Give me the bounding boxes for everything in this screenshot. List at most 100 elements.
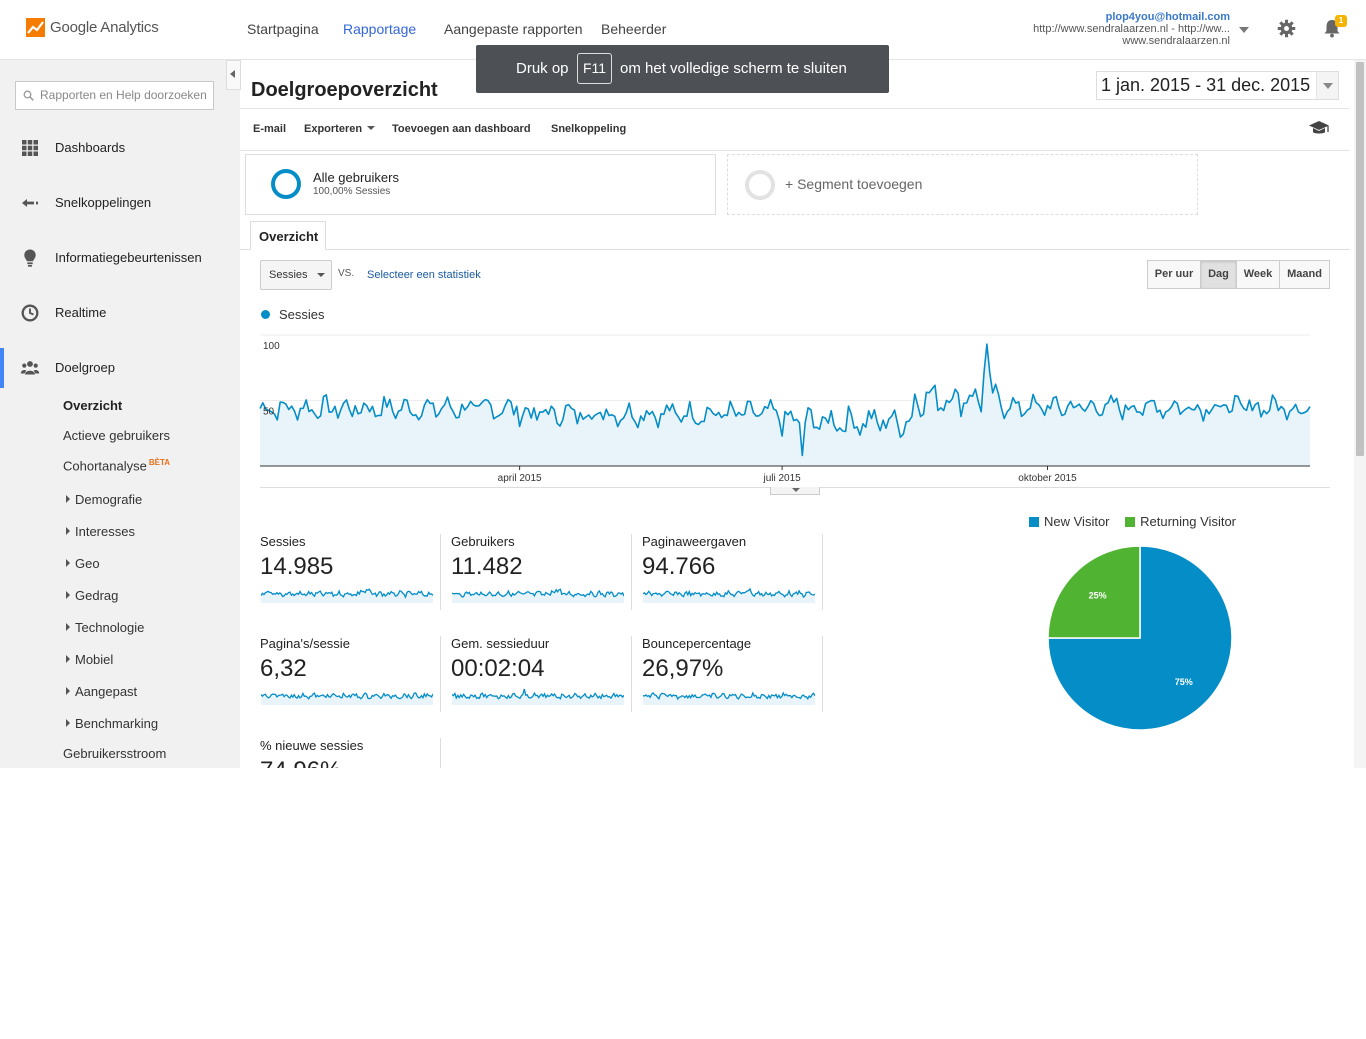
sessions-line-chart[interactable]: 100 50 april 2015 juli 2015 oktober 2015 [255,325,1330,485]
x-tick-label: oktober 2015 [1018,473,1077,484]
sidebar-group-technology[interactable]: Technologie [66,620,144,635]
metric-tile[interactable]: Sessies 14.985 [260,534,441,610]
chart-resize-handle[interactable] [770,487,820,495]
account-dropdown-icon[interactable] [1239,27,1249,33]
sidebar-item-shortcuts[interactable]: Snelkoppelingen [0,183,240,223]
tile-divider [631,636,632,712]
segment-share: 100,00% Sessies [313,186,391,197]
legend-returning-visitor[interactable]: Returning Visitor [1125,514,1236,529]
sidebar-group-benchmarking[interactable]: Benchmarking [66,716,158,731]
sidebar-sub-users-flow[interactable]: Gebruikersstroom [63,746,167,761]
group-label: Benchmarking [75,716,159,731]
settings-gear-icon[interactable] [1277,19,1296,38]
segment-ring-icon [271,169,301,199]
metric-tile[interactable]: Gebruikers 11.482 [451,534,632,610]
metric-tile[interactable]: Pagina's/sessie 6,32 [260,636,441,712]
shortcut-arrow-icon [22,199,38,207]
tile-divider [440,534,441,610]
granularity-month-button[interactable]: Maand [1279,260,1330,289]
account-property: http://www.sendralaarzen.nl - http://ww.… [1033,23,1230,35]
metric-tile[interactable]: % nieuwe sessies 74,96% [260,738,441,768]
sidebar-group-custom[interactable]: Aangepast [66,684,137,699]
group-label: Mobiel [75,652,114,667]
search-input[interactable] [40,88,210,102]
add-segment-button[interactable]: + Segment toevoegen [727,154,1198,215]
visitor-type-pie-chart[interactable]: 75% 25% [1040,540,1240,740]
sidebar-group-geo[interactable]: Geo [66,556,100,571]
y-tick-label: 50 [263,407,275,418]
expand-triangle-icon [66,495,70,503]
sidebar-group-interests[interactable]: Interesses [66,524,135,539]
sidebar-item-realtime[interactable]: Realtime [0,293,240,333]
sidebar-sub-overview[interactable]: Overzicht [63,398,123,413]
date-range-dropdown[interactable] [1316,72,1338,99]
nav-reporting[interactable]: Rapportage [343,21,417,37]
group-label: Geo [75,556,100,571]
sessions-area [260,344,1310,466]
metric-value: 26,97% [642,655,724,682]
x-tick-label: juli 2015 [762,473,801,484]
empty-segment-ring-icon [745,170,775,200]
expand-triangle-icon [66,591,70,599]
sidebar-item-dashboards[interactable]: Dashboards [0,128,240,168]
sidebar-group-mobile[interactable]: Mobiel [66,652,113,667]
nav-admin[interactable]: Beheerder [601,21,667,37]
nav-home[interactable]: Startpagina [247,21,319,37]
email-button[interactable]: E-mail [253,123,287,135]
sidebar-item-label: Snelkoppelingen [55,195,152,210]
add-to-dashboard-button[interactable]: Toevoegen aan dashboard [392,123,531,135]
granularity-week-button[interactable]: Week [1236,260,1280,289]
group-label: Gedrag [75,588,119,603]
metric-sparkline [261,691,433,705]
metric-select[interactable]: Sessies [260,260,332,290]
group-label: Interesses [75,524,135,539]
toast-key: F11 [577,53,612,84]
sparkline-line [261,691,433,700]
beta-badge: BÈTA [148,458,171,467]
app-name: Google Analytics [50,19,159,36]
scrollbar-thumb[interactable] [1356,62,1364,456]
sessions-line [259,343,1311,457]
pie-slice[interactable] [1047,545,1233,731]
tab-overview[interactable]: Overzicht [250,221,326,250]
sidebar-item-audience[interactable]: Doelgroep [0,348,240,388]
metric-value: 94.766 [642,553,716,580]
segment-all-users[interactable]: Alle gebruikers 100,00% Sessies [245,154,716,215]
select-comparison-metric-link[interactable]: Selecteer een statistiek [367,269,481,281]
sidebar-collapse-button[interactable] [226,60,241,90]
account-selector[interactable]: plop4you@hotmail.com http://www.sendrala… [1033,11,1230,47]
metric-value: 00:02:04 [451,655,545,682]
metric-label: Pagina's/sessie [260,636,350,651]
metric-value: 11.482 [451,553,523,580]
collapse-arrow-icon [230,70,235,78]
sidebar-sub-active-users[interactable]: Actieve gebruikers [63,428,170,443]
metric-tile[interactable]: Gem. sessieduur 00:02:04 [451,636,632,712]
sidebar-sub-cohort-analysis[interactable]: Cohortanalyse BÈTA [63,458,170,473]
metric-tile[interactable]: Paginaweergaven 94.766 [642,534,823,610]
chevron-down-icon [367,126,376,130]
metric-value: 74,96% [260,757,341,768]
pie-slice-label: 25% [1089,591,1107,601]
pie-slice[interactable] [1047,545,1141,639]
metric-label: Sessies [260,534,306,549]
report-search[interactable] [15,81,214,110]
expand-triangle-icon [66,687,70,695]
pie-slice-label: 75% [1175,677,1193,687]
export-button[interactable]: Exporteren [304,123,376,135]
sparkline-line [643,587,815,599]
metric-tile[interactable]: Bouncepercentage 26,97% [642,636,823,712]
granularity-hour-button[interactable]: Per uur [1147,260,1201,289]
shortcut-button[interactable]: Snelkoppeling [551,123,627,135]
metric-select-value: Sessies [269,269,308,281]
nav-custom-reports[interactable]: Aangepaste rapporten [444,21,583,37]
legend-new-visitor[interactable]: New Visitor [1029,514,1110,529]
sidebar-group-demographics[interactable]: Demografie [66,492,142,507]
sidebar-item-intelligence-events[interactable]: Informatiegebeurtenissen [0,238,240,278]
legend-swatch [1125,517,1136,527]
page-scrollbar[interactable] [1354,60,1366,768]
academy-cap-icon[interactable] [1308,119,1330,137]
date-range-picker[interactable]: 1 jan. 2015 - 31 dec. 2015 [1096,71,1339,100]
legend-label: Sessies [279,307,325,322]
sidebar-group-behavior[interactable]: Gedrag [66,588,118,603]
granularity-day-button[interactable]: Dag [1200,260,1237,289]
